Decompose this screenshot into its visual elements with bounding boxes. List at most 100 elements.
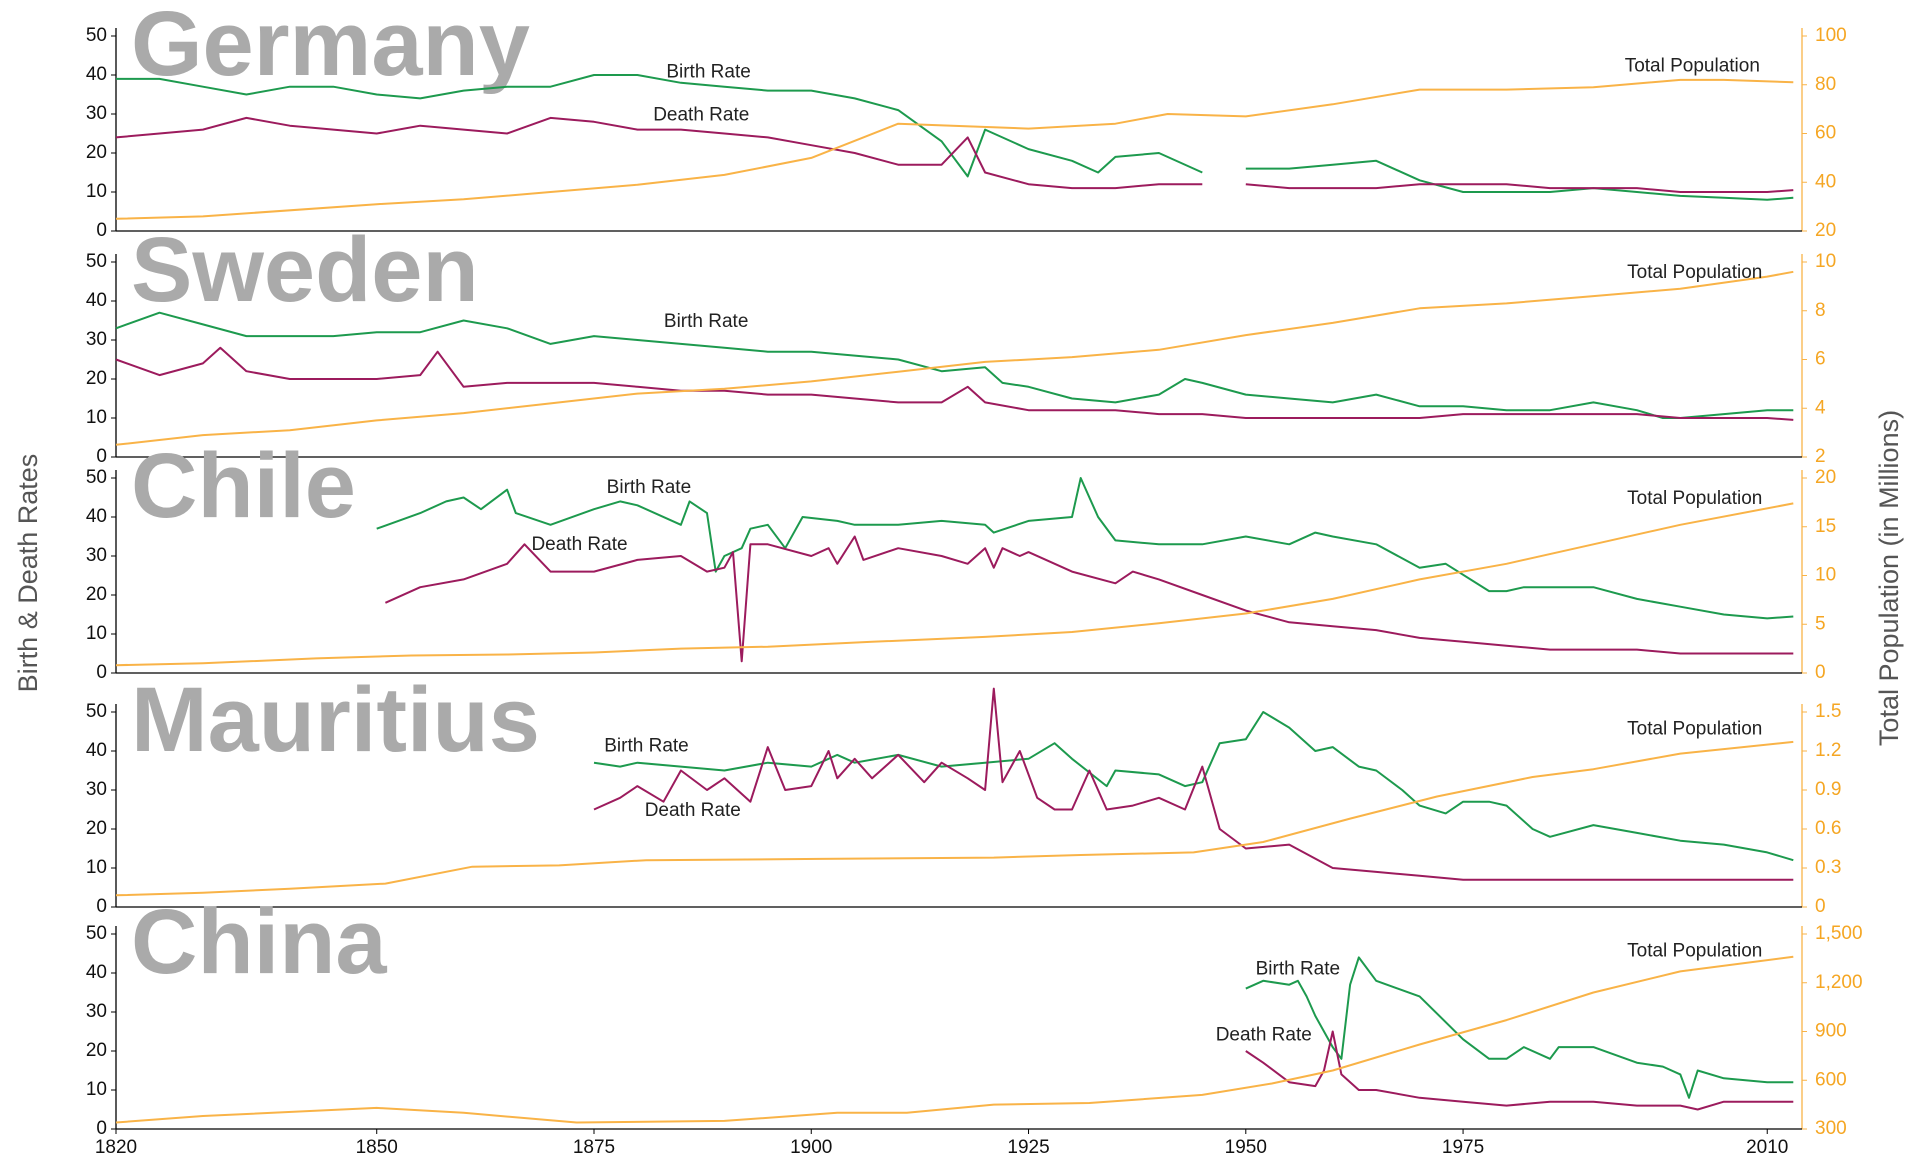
series-label: Death Rate [653,104,749,125]
y-tick-label: 30 [86,103,107,124]
y-tick-label: 50 [86,701,107,722]
y2-tick-label: 100 [1815,25,1847,46]
y2-tick-label: 1,200 [1815,972,1863,993]
y-tick-label: 40 [86,962,107,983]
y2-tick-label: 0 [1815,896,1826,917]
y-tick-label: 50 [86,467,107,488]
series-line [376,477,1794,620]
y-tick-label: 30 [86,329,107,350]
y-tick-label: 50 [86,25,107,46]
y-tick-label: 40 [86,64,107,85]
y-tick-label: 40 [86,740,107,761]
y-tick-label: 20 [86,584,107,605]
y2-tick-label: 20 [1815,220,1836,241]
series-label: Birth Rate [664,311,748,332]
series-line [1245,1030,1794,1111]
y2-tick-label: 40 [1815,171,1836,192]
series-label: Death Rate [531,534,627,555]
y-tick-label: 10 [86,1079,107,1100]
series-label: Birth Rate [1256,959,1340,980]
series-label: Death Rate [1216,1024,1312,1045]
y2-tick-label: 10 [1815,251,1836,272]
series-line [115,78,1794,220]
y-tick-label: 20 [86,368,107,389]
x-tick-label: 1850 [356,1137,398,1158]
series-line [384,535,1794,663]
series-line [593,711,1794,862]
y2-axis-label: Total Population (in Millions) [1874,410,1904,746]
y-tick-label: 40 [86,290,107,311]
y-tick-label: 40 [86,506,107,527]
panel-title: Sweden [131,219,479,321]
y2-tick-label: 15 [1815,516,1836,537]
series-label: Birth Rate [604,735,688,756]
y2-tick-label: 2 [1815,446,1826,467]
y2-tick-label: 8 [1815,300,1826,321]
y-tick-label: 0 [96,220,107,241]
y2-tick-label: 1.5 [1815,701,1841,722]
series-line [115,502,1794,667]
y2-tick-label: 300 [1815,1118,1847,1139]
y-tick-label: 10 [86,857,107,878]
series-line [115,270,1794,446]
y2-tick-label: 80 [1815,74,1836,95]
series-line [115,311,1794,419]
y2-tick-label: 1.2 [1815,740,1841,761]
y-tick-label: 0 [96,896,107,917]
series-label: Total Population [1627,718,1762,739]
y-tick-label: 10 [86,181,107,202]
y2-tick-label: 0.3 [1815,857,1841,878]
series-label: Birth Rate [607,477,691,498]
y-tick-label: 20 [86,142,107,163]
series-line [115,116,1794,193]
y-tick-label: 30 [86,1001,107,1022]
x-tick-label: 1925 [1007,1137,1049,1158]
x-tick-label: 1975 [1442,1137,1484,1158]
series-line [116,74,1794,201]
series-line [115,740,1794,897]
series-line [115,346,1794,421]
y2-tick-label: 20 [1815,467,1836,488]
x-tick-label: 2010 [1746,1137,1788,1158]
panel-title: Germany [131,0,530,95]
y2-tick-label: 10 [1815,565,1836,586]
y2-tick-label: 0.6 [1815,818,1841,839]
y-tick-label: 20 [86,1040,107,1061]
y-axis-label: Birth & Death Rates [13,454,43,693]
series-line [1245,956,1794,1099]
series-line [115,955,1794,1124]
panel-title: China [131,891,387,993]
series-label: Total Population [1627,262,1762,283]
panel-title: Chile [131,435,356,537]
y2-tick-label: 60 [1815,123,1836,144]
y2-tick-label: 6 [1815,349,1826,370]
x-tick-label: 1875 [573,1137,615,1158]
series-label: Total Population [1627,940,1762,961]
y-tick-label: 20 [86,818,107,839]
x-tick-label: 1900 [790,1137,832,1158]
series-label: Birth Rate [666,62,750,83]
series-label: Total Population [1625,56,1760,77]
x-tick-label: 1820 [95,1137,137,1158]
y-tick-label: 10 [86,623,107,644]
y2-tick-label: 1,500 [1815,923,1863,944]
y-tick-label: 0 [96,446,107,467]
y-tick-label: 10 [86,407,107,428]
x-tick-label: 1950 [1225,1137,1267,1158]
y2-tick-label: 0.9 [1815,779,1841,800]
y-tick-label: 0 [96,662,107,683]
y-tick-label: 30 [86,545,107,566]
y2-tick-label: 5 [1815,613,1826,634]
y-tick-label: 50 [86,251,107,272]
y-tick-label: 50 [86,923,107,944]
y-tick-label: 0 [96,1118,107,1139]
series-label: Total Population [1627,488,1762,509]
series-line [593,687,1794,881]
series-label: Death Rate [645,800,741,821]
y2-tick-label: 900 [1815,1021,1847,1042]
y-tick-label: 30 [86,779,107,800]
y2-tick-label: 600 [1815,1069,1847,1090]
y2-tick-label: 0 [1815,662,1826,683]
y2-tick-label: 4 [1815,397,1826,418]
